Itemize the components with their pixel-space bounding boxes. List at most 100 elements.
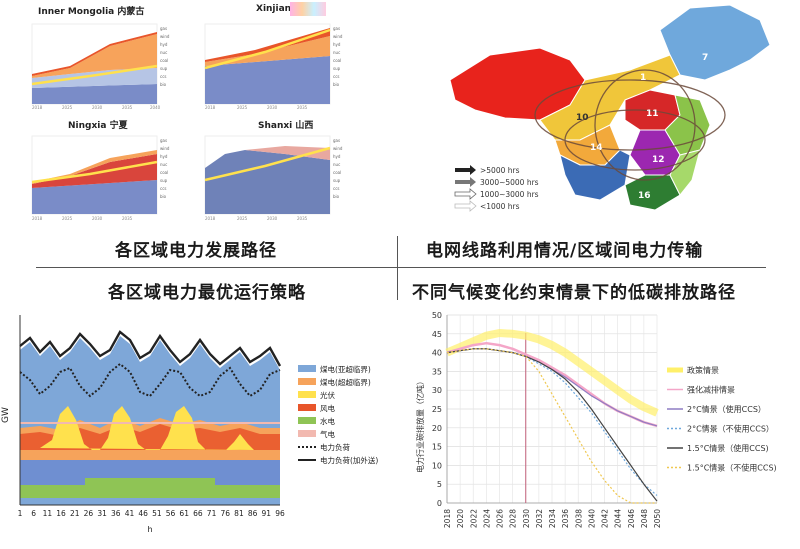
regional-panels: Inner Mongolia 内蒙古 gas wind hyd nuc coal sup c… xyxy=(0,0,350,230)
emissions-legend-label: 1.5°C情景（使用CCS) xyxy=(687,443,769,453)
svg-text:ccs: ccs xyxy=(160,74,166,79)
svg-text:coal: coal xyxy=(160,170,168,175)
dispatch-xtick: 6 xyxy=(31,509,36,518)
emissions-xtick: 2034 xyxy=(548,509,557,528)
emissions-ytick: 0 xyxy=(437,499,442,508)
dispatch-xtick: 61 xyxy=(179,509,189,518)
svg-text:2025: 2025 xyxy=(237,216,248,221)
line-load-export xyxy=(19,330,282,367)
panel-title-shanxi: Shanxi 山西 xyxy=(258,121,314,131)
emissions-legend-label: 2°C情景（不使用CCS） xyxy=(687,424,774,434)
dispatch-legend-swatch xyxy=(298,404,316,411)
emissions-xtick: 2050 xyxy=(653,509,662,528)
dispatch-xtick: 81 xyxy=(234,509,244,518)
svg-text:hyd: hyd xyxy=(333,154,341,159)
map-number-10: 10 xyxy=(576,113,589,123)
dispatch-xtick: 36 xyxy=(111,509,121,518)
svg-text:sup: sup xyxy=(333,178,341,183)
svg-text:2018: 2018 xyxy=(205,216,216,221)
xinjiang-title-decoration xyxy=(290,2,326,16)
emissions-xtick: 2020 xyxy=(456,509,465,528)
map-legend-label-4: <1000 hrs xyxy=(480,202,520,211)
svg-text:wind: wind xyxy=(333,34,343,39)
dispatch-xtick: 91 xyxy=(262,509,272,518)
svg-text:coal: coal xyxy=(333,58,341,63)
emissions-legend-label: 1.5°C情景（不使用CCS) xyxy=(687,463,777,473)
svg-text:wind: wind xyxy=(160,34,170,39)
emissions-xtick: 2042 xyxy=(601,509,610,528)
map-region-south-east xyxy=(669,149,701,196)
dispatch-xtick: 86 xyxy=(248,509,258,518)
area-solar xyxy=(40,406,254,450)
svg-text:hyd: hyd xyxy=(160,154,168,159)
svg-text:bio: bio xyxy=(160,194,167,199)
emissions-xtick: 2022 xyxy=(469,509,478,528)
emissions-xtick: 2044 xyxy=(614,509,623,528)
dispatch-ylabel: GW xyxy=(1,407,11,423)
emissions-xtick: 2030 xyxy=(522,509,531,528)
svg-text:bio: bio xyxy=(333,82,340,87)
svg-text:2035: 2035 xyxy=(297,105,308,110)
dispatch-xtick: 51 xyxy=(152,509,162,518)
emissions-ytick: 45 xyxy=(432,330,442,339)
dispatch-xtick: 21 xyxy=(70,509,80,518)
dispatch-legend-swatch xyxy=(298,365,316,372)
map-number-16: 16 xyxy=(638,191,651,201)
panel-title-inner-mongolia: Inner Mongolia 内蒙古 xyxy=(38,7,145,17)
line-load xyxy=(19,362,281,398)
dispatch-xtick: 11 xyxy=(43,509,53,518)
dispatch-legend-label: 水电 xyxy=(320,416,335,426)
map-number-11: 11 xyxy=(646,109,659,119)
emissions-ytick: 15 xyxy=(432,443,442,452)
svg-text:nuc: nuc xyxy=(333,50,340,55)
area-hydro xyxy=(20,478,280,498)
map-number-1: 1 xyxy=(640,73,646,83)
map-number-7: 7 xyxy=(702,53,708,63)
emissions-xtick: 2026 xyxy=(496,509,505,528)
dispatch-legend-label: 电力负荷 xyxy=(320,442,350,452)
emissions-xtick: 2024 xyxy=(482,509,491,528)
map-number-14: 14 xyxy=(590,143,603,153)
dispatch-xtick: 16 xyxy=(56,509,66,518)
area-wind xyxy=(20,424,280,450)
emissions-ytick: 10 xyxy=(432,461,442,470)
emissions-legend-label: 2°C情景（使用CCS） xyxy=(687,404,766,414)
svg-text:nuc: nuc xyxy=(160,50,167,55)
svg-text:bio: bio xyxy=(160,82,167,87)
panel-shanxi: gas wind hyd nuc coal sup ccs bio 2018 2025 2030 2… xyxy=(204,135,343,221)
svg-text:2030: 2030 xyxy=(92,105,103,110)
title-grid-utilization: 电网线路利用情况/区域间电力传输 xyxy=(426,241,704,261)
svg-text:2025: 2025 xyxy=(62,216,73,221)
svg-text:nuc: nuc xyxy=(333,162,340,167)
svg-text:2030: 2030 xyxy=(92,216,103,221)
dispatch-legend-swatch xyxy=(298,378,316,385)
dispatch-chart: GW h 1 6 11 16 21 26 31 36 41 46 51 56 61 66 71 76 81 86 9… xyxy=(1,315,378,534)
china-grid-map: >5000 hrs 3000~5000 hrs 1000~3000 hrs <1… xyxy=(449,4,771,212)
svg-text:2025: 2025 xyxy=(237,105,248,110)
dispatch-legend-label: 光伏 xyxy=(320,390,335,400)
emissions-xtick: 2048 xyxy=(640,509,649,528)
dispatch-xtick: 96 xyxy=(275,509,285,518)
emissions-legend-label: 强化减排情景 xyxy=(687,385,735,395)
svg-text:2030: 2030 xyxy=(267,105,278,110)
emissions-xtick: 2038 xyxy=(574,509,583,528)
dispatch-legend-label: 电力负荷(加外送) xyxy=(320,455,378,465)
map-legend-label-3: 1000~3000 hrs xyxy=(480,190,539,199)
dispatch-legend-swatch xyxy=(298,417,316,424)
emissions-ytick: 20 xyxy=(432,424,442,433)
svg-text:2025: 2025 xyxy=(62,105,73,110)
map-legend-label-2: 3000~5000 hrs xyxy=(480,178,539,187)
panel-ningxia: gas wind hyd nuc coal sup ccs bio 2018 2025 2030 2… xyxy=(31,135,170,221)
emissions-ytick: 30 xyxy=(432,386,442,395)
svg-text:sup: sup xyxy=(333,66,341,71)
svg-text:sup: sup xyxy=(160,178,168,183)
svg-text:coal: coal xyxy=(160,58,168,63)
svg-text:2040: 2040 xyxy=(150,105,161,110)
svg-text:bio: bio xyxy=(333,194,340,199)
emissions-xtick: 2046 xyxy=(627,509,636,528)
dispatch-xtick: 71 xyxy=(207,509,217,518)
svg-text:2035: 2035 xyxy=(122,216,133,221)
map-legend-label-1: >5000 hrs xyxy=(480,166,520,175)
dispatch-xtick: 31 xyxy=(97,509,107,518)
panel-xinjiang: gas wind hyd nuc coal sup ccs bio 2018 2025 2030 2… xyxy=(204,23,343,110)
